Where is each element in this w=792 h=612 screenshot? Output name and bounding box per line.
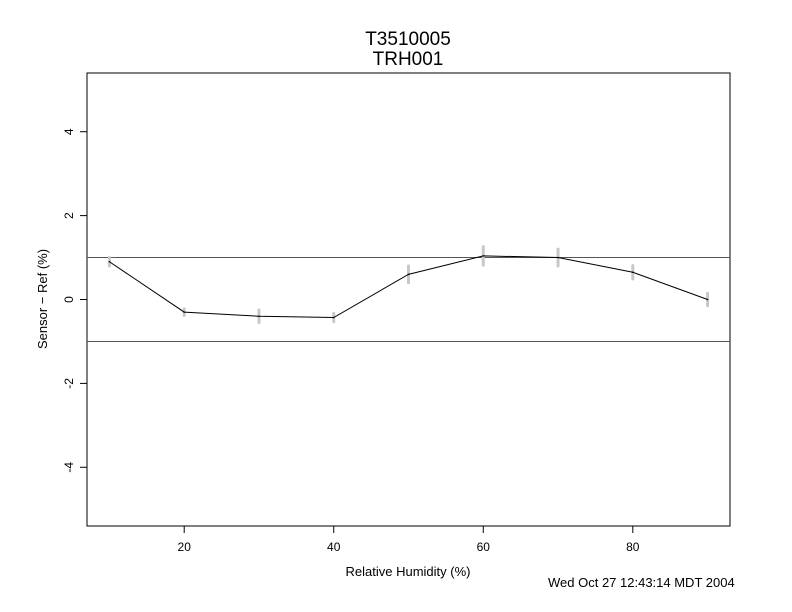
y-tick-label: -4 bbox=[62, 462, 76, 473]
x-tick-label: 80 bbox=[626, 540, 640, 554]
y-tick-label: 2 bbox=[62, 212, 76, 219]
data-point bbox=[557, 256, 559, 259]
y-tick-label: 4 bbox=[62, 128, 76, 135]
data-point bbox=[183, 311, 185, 313]
data-point bbox=[258, 315, 260, 318]
series-layer bbox=[108, 255, 709, 319]
data-point bbox=[632, 271, 634, 274]
y-tick-label: 0 bbox=[62, 296, 76, 303]
plot-frame bbox=[86, 72, 731, 527]
chart-title: T3510005 bbox=[365, 29, 451, 50]
x-tick-label: 20 bbox=[178, 540, 192, 554]
chart-subtitle: TRH001 bbox=[373, 49, 444, 70]
y-axis-ticks: -4 -2 0 2 4 bbox=[62, 128, 87, 473]
x-axis-ticks: 20 40 60 80 bbox=[178, 526, 640, 554]
x-tick-label: 60 bbox=[477, 540, 491, 554]
timestamp: Wed Oct 27 12:43:14 MDT 2004 bbox=[548, 575, 735, 590]
data-point bbox=[108, 260, 111, 263]
data-point bbox=[482, 255, 485, 257]
reference-lines bbox=[87, 257, 730, 342]
data-point bbox=[407, 273, 410, 276]
y-axis-label: Sensor − Ref (%) bbox=[35, 249, 50, 349]
data-point bbox=[332, 316, 335, 319]
x-axis-label: Relative Humidity (%) bbox=[346, 564, 471, 579]
y-tick-label: -2 bbox=[62, 378, 76, 389]
x-tick-label: 40 bbox=[327, 540, 341, 554]
data-point bbox=[706, 298, 709, 301]
